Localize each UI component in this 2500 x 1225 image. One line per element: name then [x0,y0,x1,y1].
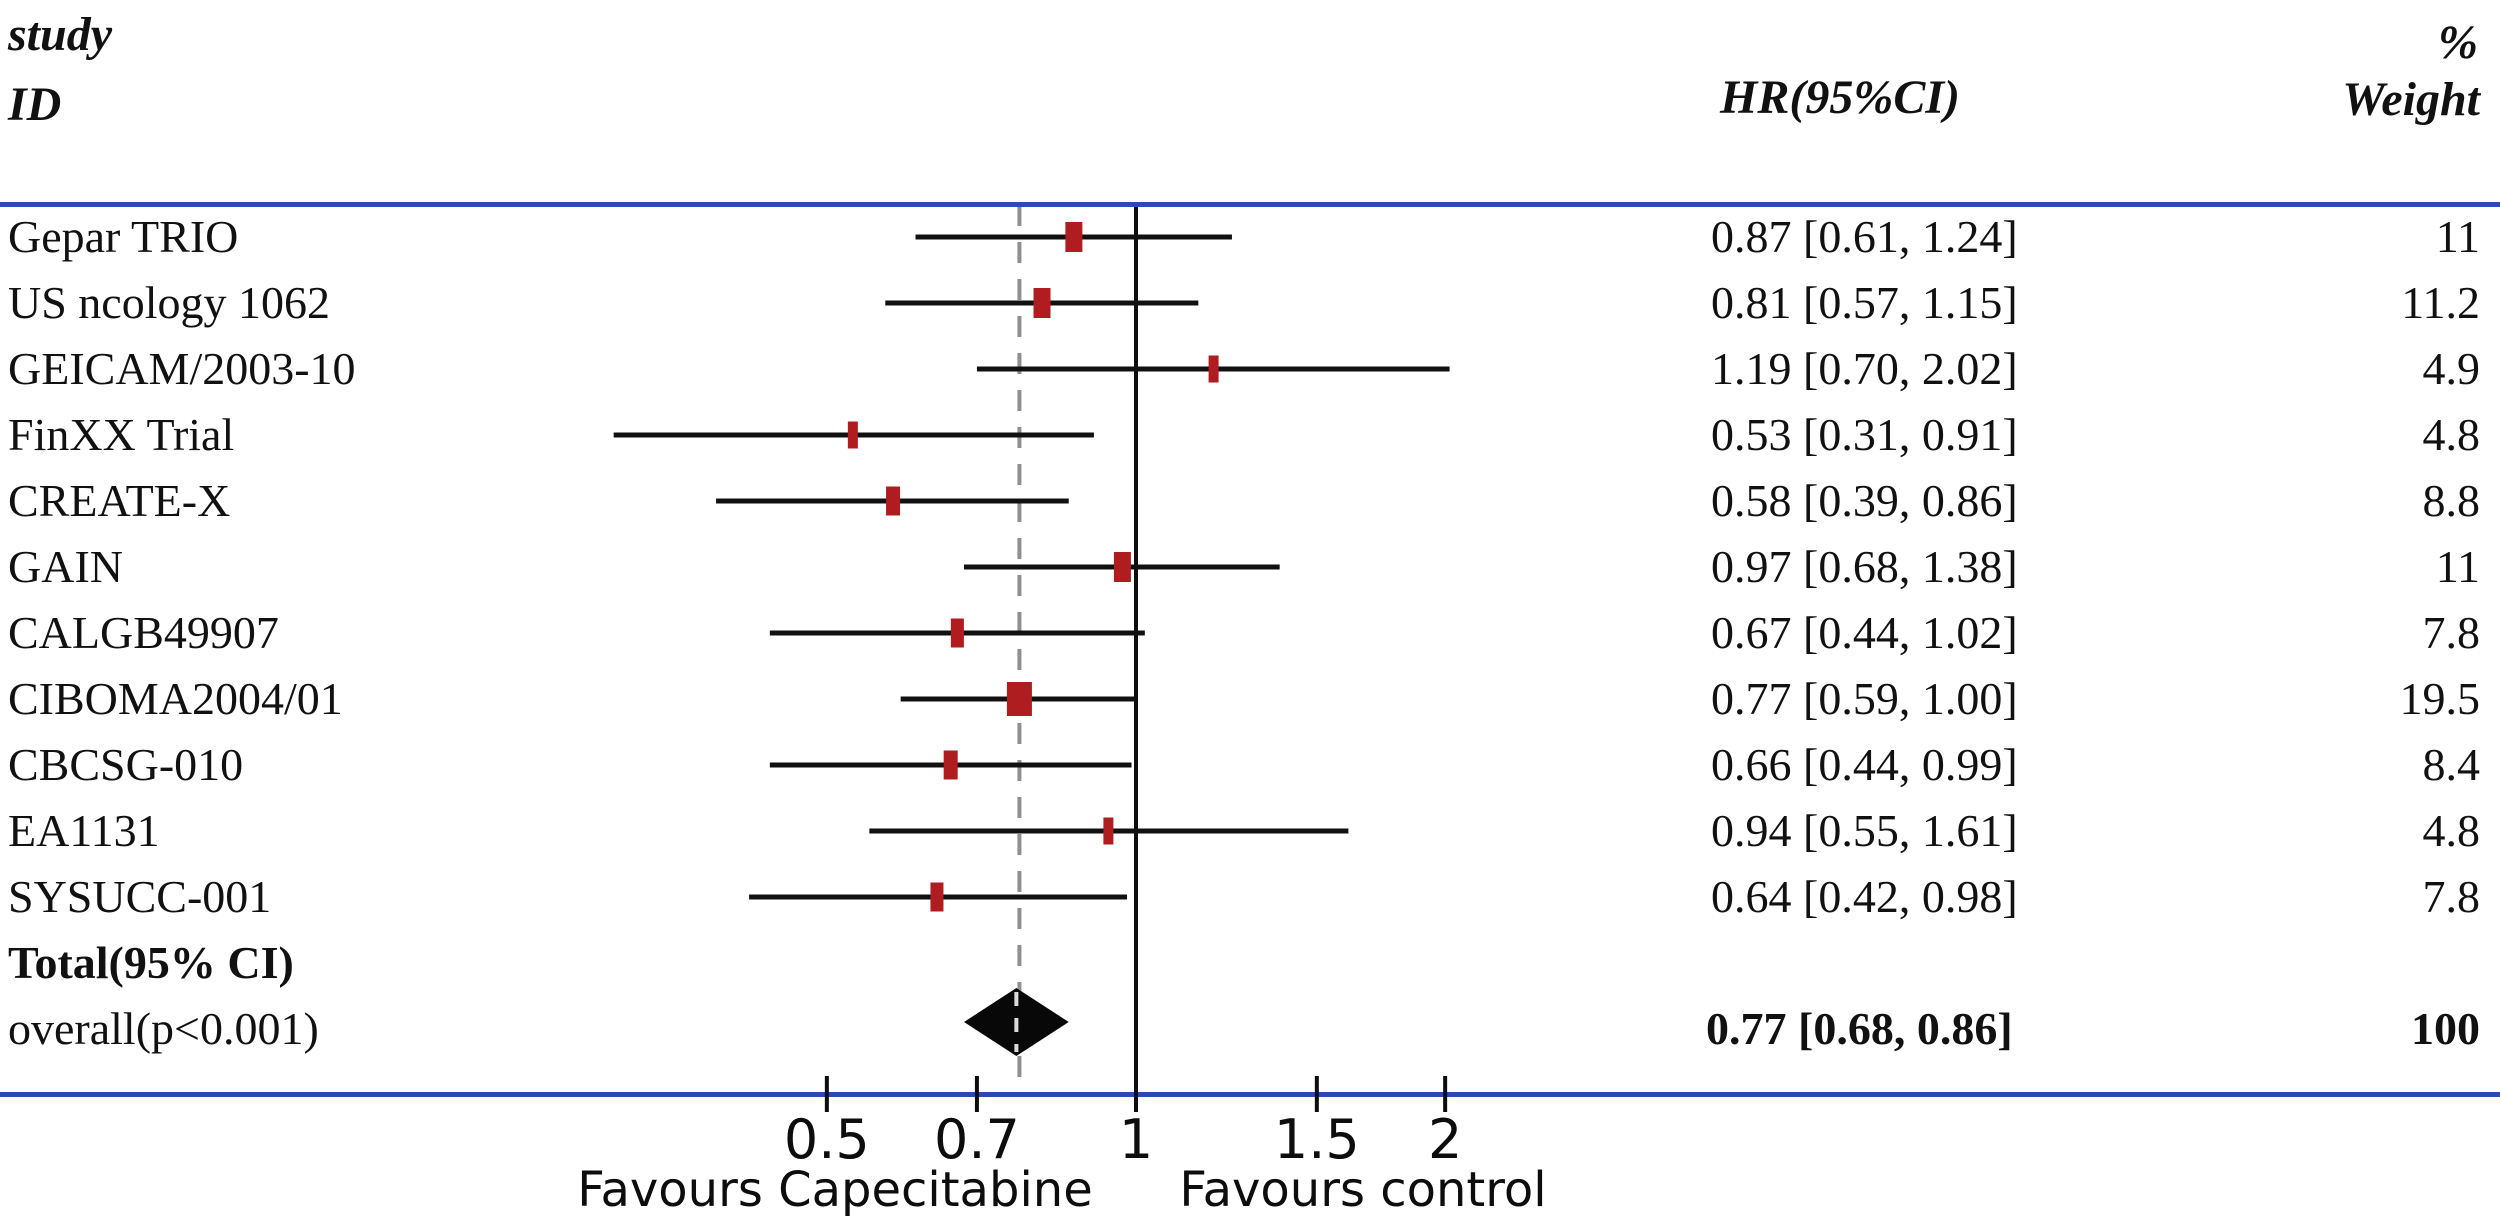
point-estimate-marker [1113,552,1131,582]
point-estimate-marker [1065,222,1083,252]
study-id-label: CREATE-X [8,475,231,526]
weight-value: 19.5 [2399,673,2481,724]
hr-ci-value: 0.94 [0.55, 1.61] [1711,805,2018,856]
study-id-label: CALGB49907 [8,607,279,658]
axis-label-favours-control: Favours control [1179,1162,1547,1218]
total-row-label: Total(95% CI) [8,937,294,988]
point-estimate-marker [930,882,944,912]
point-estimate-marker [1033,288,1051,318]
study-id-label: US ncology 1062 [8,277,330,328]
weight-value: 11.2 [2401,277,2480,328]
hr-ci-value: 0.64 [0.42, 0.98] [1711,871,2018,922]
hr-ci-value: 0.67 [0.44, 1.02] [1711,607,2018,658]
hr-ci-value: 0.97 [0.68, 1.38] [1711,541,2018,592]
axis-tick-label: 0.7 [933,1108,1020,1171]
overall-row-label: overall(p<0.001) [8,1003,319,1054]
weight-value: 4.8 [2422,409,2481,460]
top-rule [0,202,2500,207]
point-estimate-marker [950,618,964,648]
point-estimate-marker [1006,682,1032,716]
column-header-id: ID [8,78,62,131]
weight-value: 11 [2435,541,2480,592]
axis-tick-label: 0.5 [783,1108,870,1171]
weight-value: 11 [2435,211,2480,262]
point-estimate-marker [847,421,858,449]
hr-ci-value: 0.87 [0.61, 1.24] [1711,211,2018,262]
weight-value: 4.9 [2422,343,2481,394]
axis-label-favours-treatment: Favours Capecitabine [577,1162,1093,1218]
point-estimate-marker [1208,355,1219,383]
axis-tick-label: 1 [1118,1108,1154,1171]
weight-value: 7.8 [2422,607,2481,658]
point-estimate-marker [1103,817,1114,845]
point-estimate-marker [943,750,958,780]
study-id-label: CIBOMA2004/01 [8,673,343,724]
hr-ci-value: 0.66 [0.44, 0.99] [1711,739,2018,790]
weight-value: 7.8 [2422,871,2481,922]
study-id-label: GAIN [8,541,123,592]
hr-ci-value: 1.19 [0.70, 2.02] [1711,343,2018,394]
point-estimate-marker [886,486,901,516]
hr-ci-value: 0.53 [0.31, 0.91] [1711,409,2018,460]
column-header-hr: HR(95%CI) [1720,71,1960,124]
axis-rule [0,1092,2500,1097]
study-id-label: EA1131 [8,805,160,856]
weight-value: 8.4 [2422,739,2481,790]
overall-hr-ci-value: 0.77 [0.68, 0.86] [1706,1003,2013,1054]
column-header-study: study [8,8,113,61]
hr-ci-value: 0.58 [0.39, 0.86] [1711,475,2018,526]
axis-tick-label: 2 [1427,1108,1463,1171]
study-id-label: GEICAM/2003-10 [8,343,356,394]
study-id-label: CBCSG-010 [8,739,244,790]
weight-value: 8.8 [2422,475,2481,526]
study-id-label: SYSUCC-001 [8,871,272,922]
column-header-weight: Weight [2342,73,2480,126]
study-id-label: Gepar TRIO [8,211,239,262]
weight-value: 4.8 [2422,805,2481,856]
hr-ci-value: 0.77 [0.59, 1.00] [1711,673,2018,724]
axis-tick-label: 1.5 [1273,1108,1360,1171]
study-id-label: FinXX Trial [8,409,235,460]
overall-weight-value: 100 [2411,1003,2480,1054]
column-header-percent: % [2438,16,2478,69]
hr-ci-value: 0.81 [0.57, 1.15] [1711,277,2018,328]
